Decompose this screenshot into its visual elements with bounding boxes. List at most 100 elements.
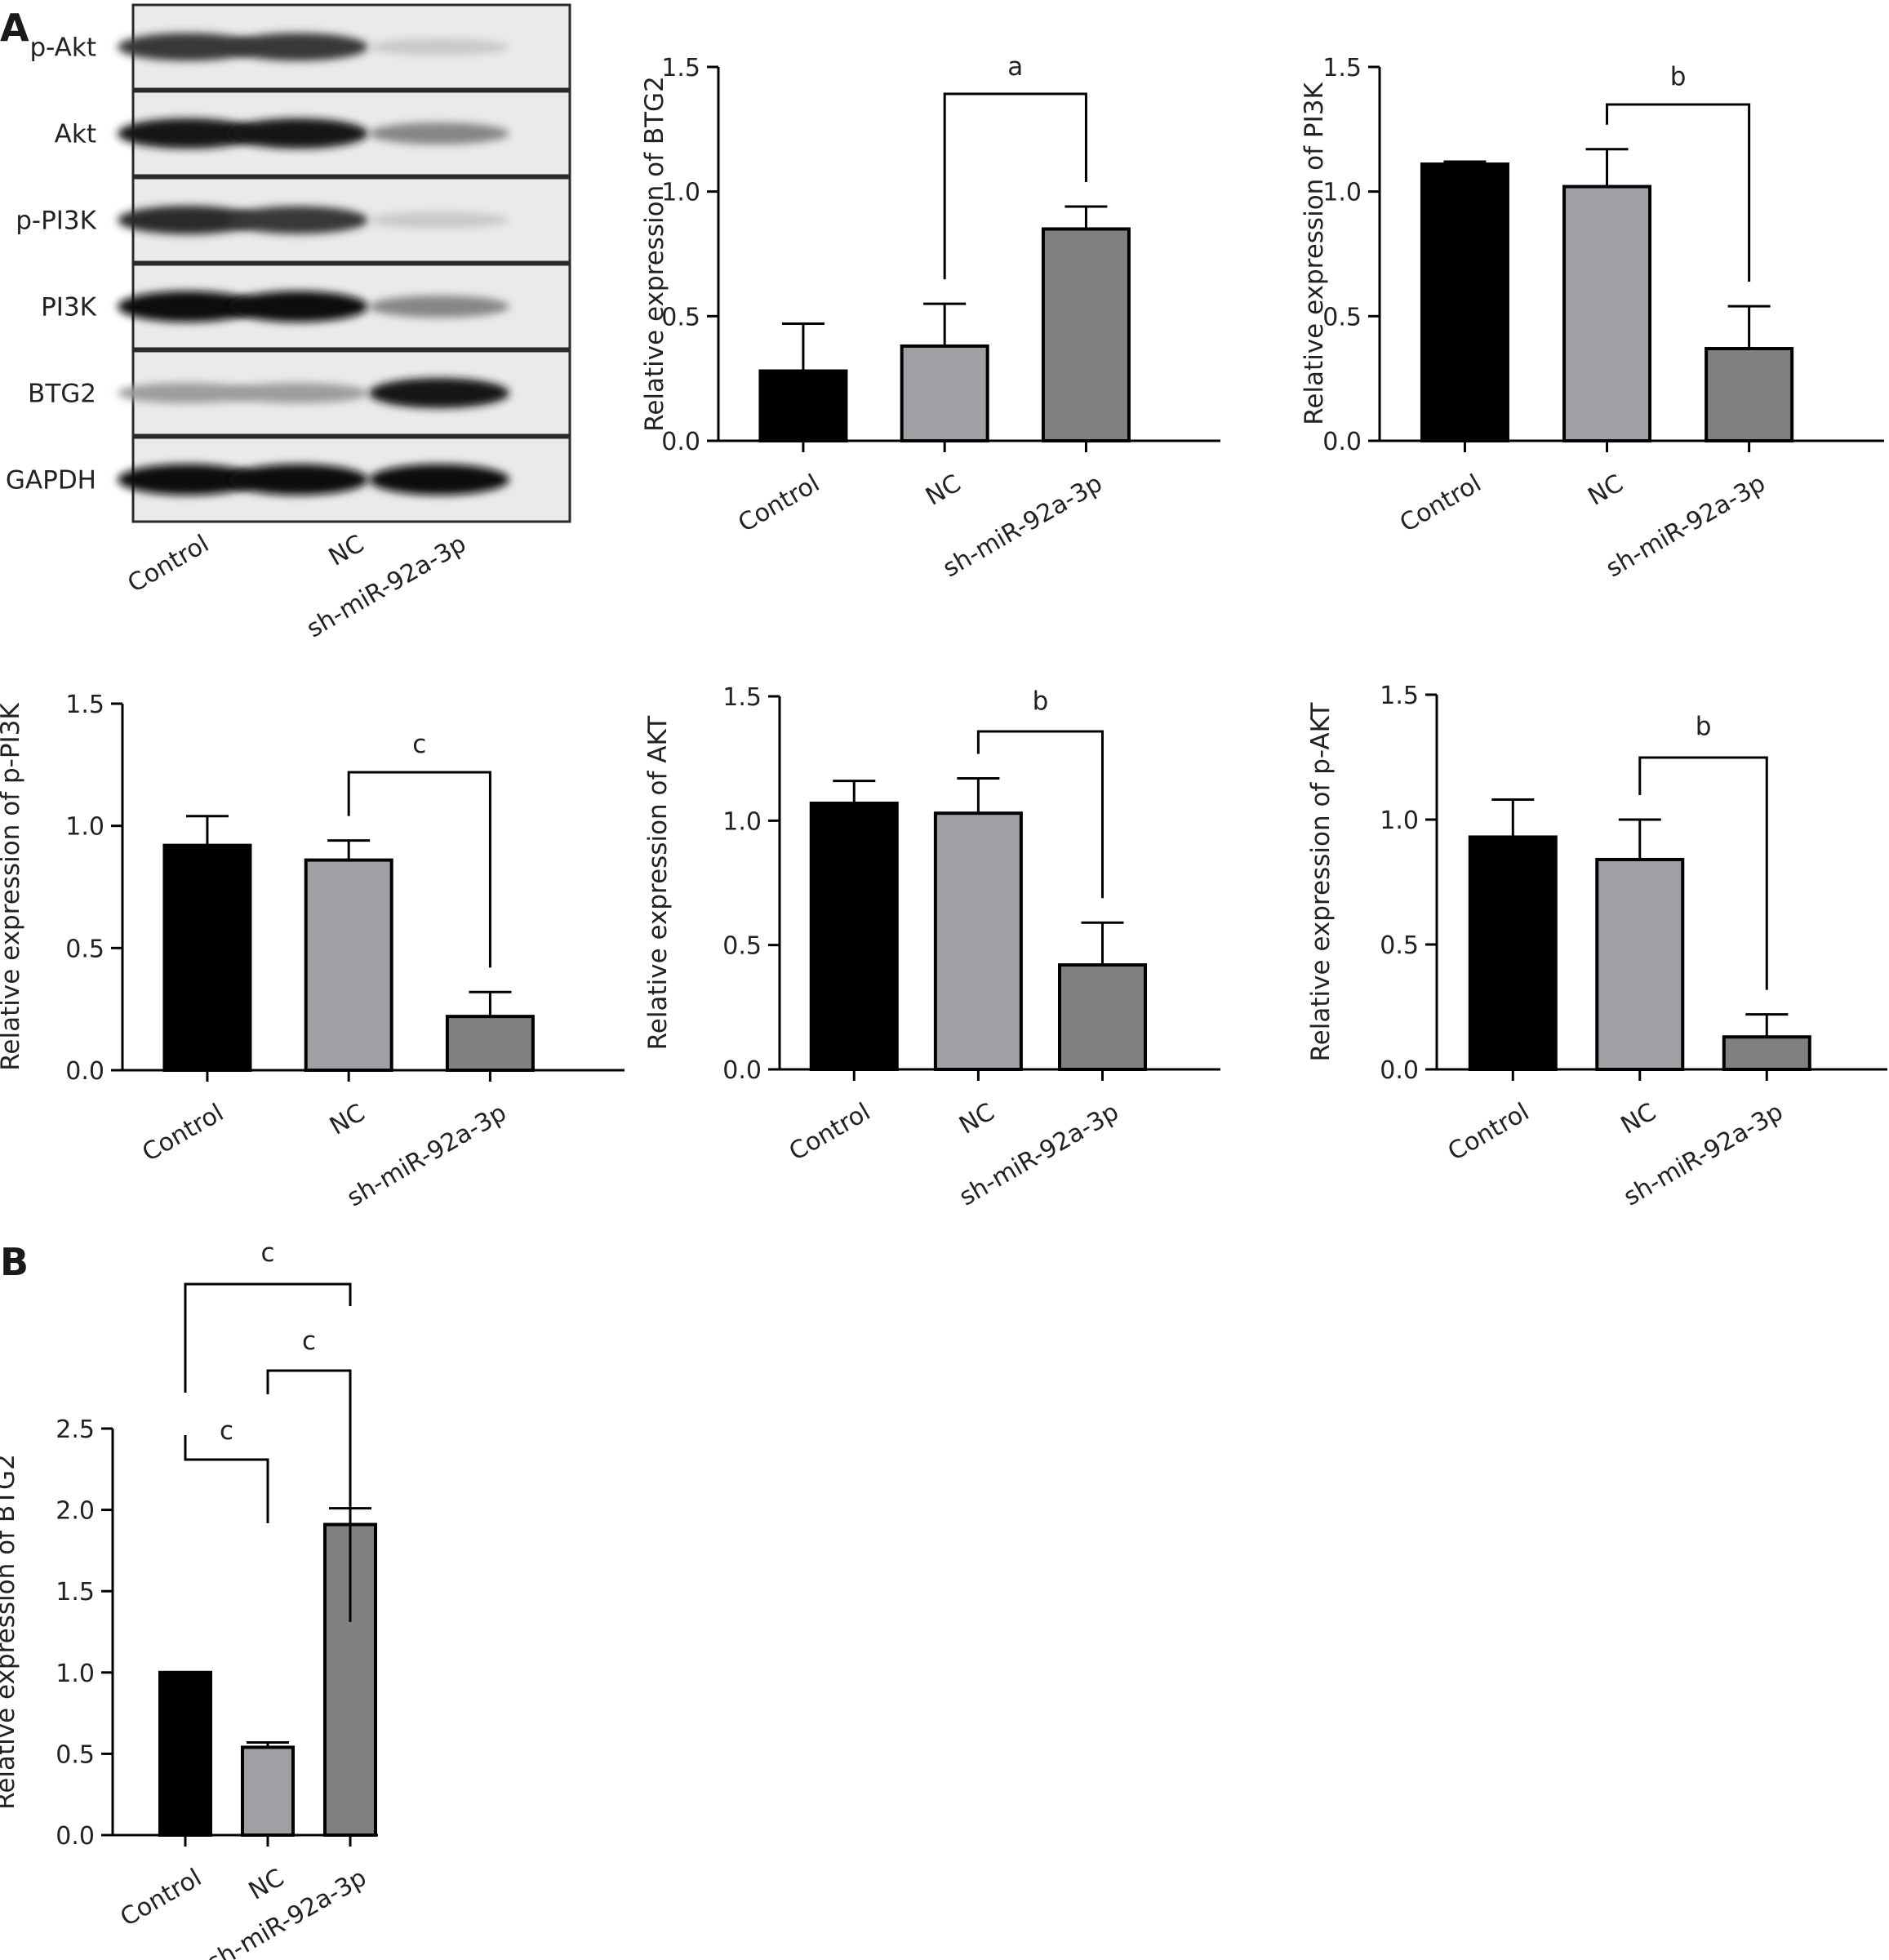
significance-bracket xyxy=(1638,756,1768,990)
bar-3 xyxy=(1705,347,1794,443)
bar-1 xyxy=(1420,162,1509,443)
y-tick-label: 0.0 xyxy=(65,1057,104,1086)
bar-2 xyxy=(304,858,393,1073)
blot-band xyxy=(369,38,509,56)
x-tick-label: sh-miR-92a-3p xyxy=(938,469,1107,584)
significance-label: c xyxy=(302,1327,316,1356)
x-tick-label: Control xyxy=(138,1099,229,1168)
significance-label: c xyxy=(220,1416,233,1446)
x-tick-label: Control xyxy=(1395,469,1486,539)
bar-3 xyxy=(1041,227,1131,442)
x-tick-label: sh-miR-92a-3p xyxy=(1601,469,1770,584)
blot-band xyxy=(118,383,258,403)
y-tick-label: 0.5 xyxy=(1322,303,1362,331)
x-tick-label: Control xyxy=(734,469,824,539)
y-tick-label: 0.0 xyxy=(1380,1056,1419,1085)
y-axis-title: Relative expression of BTG2 xyxy=(640,76,669,432)
y-axis-title: Relative expression of PI3K xyxy=(1300,82,1329,425)
bar-3 xyxy=(445,1015,535,1072)
x-tick-label: NC xyxy=(954,1098,999,1140)
bar-2 xyxy=(900,344,989,442)
blot-band xyxy=(118,118,258,149)
bar-2 xyxy=(241,1745,295,1837)
y-tick-label: 1.5 xyxy=(1380,682,1419,710)
significance-label: b xyxy=(1670,62,1687,91)
x-tick-label: sh-miR-92a-3p xyxy=(342,1099,511,1213)
y-tick-label: 0.0 xyxy=(1322,428,1362,456)
blot-band xyxy=(369,464,509,496)
bar-chart-6: 0.0 0.5 1.0 1.5 2.0 2.5 Relative expression of… xyxy=(0,1238,378,1960)
blot-band xyxy=(369,122,509,144)
x-tick-label: NC xyxy=(1616,1098,1661,1140)
bar-3 xyxy=(1722,1035,1811,1071)
y-tick-label: 1.0 xyxy=(722,807,762,836)
blot-band xyxy=(228,118,368,149)
significance-bracket xyxy=(943,92,1087,280)
y-tick-label: 0.5 xyxy=(1380,931,1419,960)
y-axis-title: Relative expression of AKT xyxy=(643,715,673,1051)
blot-band xyxy=(369,211,509,229)
significance-bracket xyxy=(347,771,491,968)
y-tick-label: 0.5 xyxy=(661,303,700,331)
y-tick-label: 1.5 xyxy=(56,1578,95,1607)
bar-2 xyxy=(1562,184,1652,442)
bar-3 xyxy=(1057,963,1147,1072)
blot-row-label: p-Akt xyxy=(30,33,97,63)
blot-band xyxy=(228,291,368,322)
significance-label: b xyxy=(1696,712,1712,741)
blot-row-label: Akt xyxy=(55,120,96,149)
y-tick-label: 2.0 xyxy=(56,1497,95,1526)
blot-row-label: BTG2 xyxy=(28,380,96,409)
blot-band xyxy=(228,464,368,496)
bar-1 xyxy=(158,1670,212,1838)
bar-chart-5: 0.0 0.5 1.0 1.5 Relative expression of p-AKT… xyxy=(1306,682,1887,1211)
x-tick-label: Control xyxy=(1443,1098,1534,1167)
significance-label: b xyxy=(1033,687,1049,716)
blot-row-label: p-PI3K xyxy=(16,207,96,236)
panel-label-b: B xyxy=(0,1240,29,1284)
y-tick-label: 1.0 xyxy=(56,1660,95,1688)
y-tick-label: 1.0 xyxy=(1322,179,1362,207)
y-tick-label: 1.0 xyxy=(1380,807,1419,835)
y-tick-label: 1.0 xyxy=(661,179,700,207)
blot-band xyxy=(228,383,368,403)
blot-row-label: PI3K xyxy=(41,293,97,322)
blot-band xyxy=(228,33,368,61)
blot-lane-label: NC xyxy=(324,530,369,572)
y-tick-label: 1.5 xyxy=(65,691,104,719)
y-tick-label: 1.5 xyxy=(1322,54,1362,82)
x-tick-label: NC xyxy=(244,1864,289,1906)
y-axis-title: Relative expression of p-AKT xyxy=(1306,701,1336,1061)
blot-band xyxy=(118,206,258,234)
y-tick-label: 1.0 xyxy=(65,813,104,842)
significance-bracket xyxy=(976,730,1104,899)
bar-1 xyxy=(1468,835,1558,1072)
significance-bracket xyxy=(184,1282,352,1393)
bar-1 xyxy=(809,802,899,1071)
blot-band xyxy=(369,378,509,408)
x-tick-label: NC xyxy=(1583,469,1628,512)
y-axis-title: Relative expression of p-PI3K xyxy=(0,703,25,1071)
x-tick-label: Control xyxy=(116,1864,207,1933)
significance-label: a xyxy=(1007,52,1023,82)
y-tick-label: 2.5 xyxy=(56,1416,95,1444)
x-tick-label: sh-miR-92a-3p xyxy=(202,1864,371,1960)
bar-2 xyxy=(933,811,1023,1072)
y-tick-label: 1.5 xyxy=(722,683,762,712)
bar-chart-3: 0.0 0.5 1.0 1.5 Relative expression of p-PI3… xyxy=(0,691,624,1212)
y-tick-label: 0.5 xyxy=(56,1740,95,1769)
y-tick-label: 1.5 xyxy=(661,54,700,82)
y-tick-label: 0.5 xyxy=(722,932,762,961)
blot-lane-label: Control xyxy=(123,530,214,599)
bar-chart-4: 0.0 0.5 1.0 1.5 Relative expression of AKT Co… xyxy=(643,683,1220,1211)
x-tick-label: NC xyxy=(921,469,966,512)
x-tick-label: Control xyxy=(784,1098,875,1167)
significance-bracket xyxy=(1606,103,1751,282)
bar-1 xyxy=(758,369,848,442)
bar-1 xyxy=(162,843,252,1072)
y-tick-label: 0.0 xyxy=(722,1056,762,1085)
blot-band xyxy=(118,33,258,61)
significance-bracket xyxy=(184,1435,269,1523)
